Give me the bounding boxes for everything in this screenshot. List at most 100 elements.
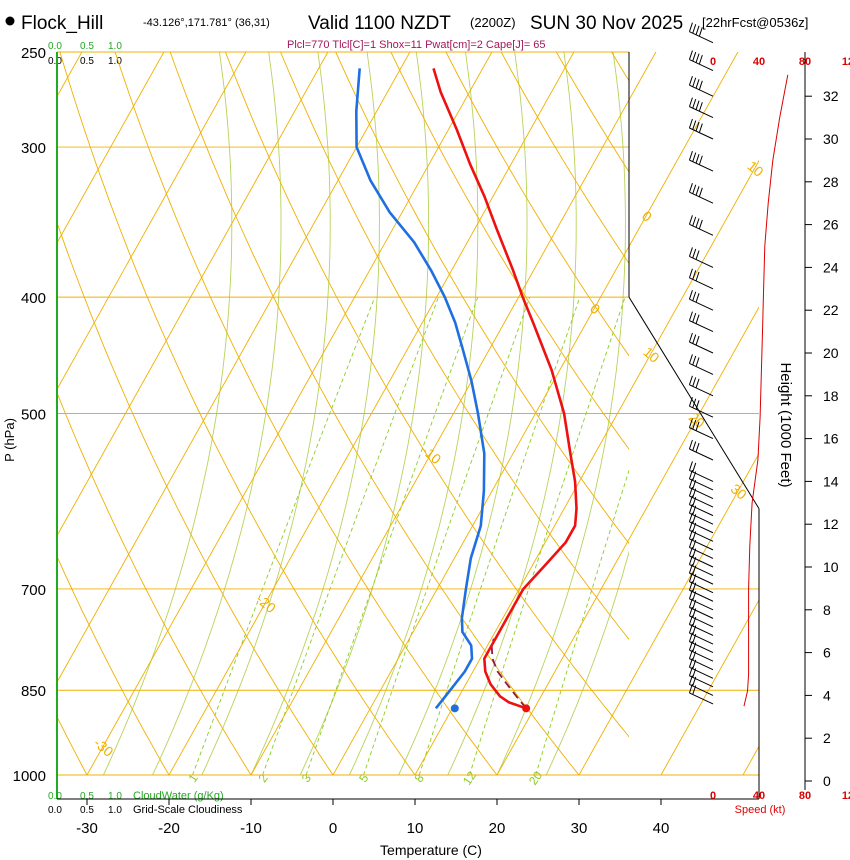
pressure-tick-label: 850 xyxy=(21,683,46,700)
wind-barb-staff xyxy=(689,427,714,440)
wind-barb-feather xyxy=(688,418,693,428)
wind-barb xyxy=(688,247,714,268)
wind-barb-feather xyxy=(688,311,693,321)
wind-barb-staff xyxy=(689,495,714,508)
dry-adiabat-line xyxy=(57,715,88,775)
height-tick-label: 8 xyxy=(823,602,831,618)
cloudwater-tick: 1.0 xyxy=(108,41,122,52)
valid-time: Valid 1100 NZDT xyxy=(308,13,451,34)
skewt-grid xyxy=(57,31,850,801)
height-tick-label: 0 xyxy=(823,773,831,789)
wind-barb-staff xyxy=(689,31,714,44)
cloud-axis-bottom: 0.0 0.5 1.0 CloudWater (g/Kg) 0.0 0.5 1.… xyxy=(48,790,243,816)
wind-barb xyxy=(688,76,714,97)
isotherm-label: -20 xyxy=(253,591,279,616)
pressure-tick-label: 1000 xyxy=(13,768,46,785)
height-tick-label: 12 xyxy=(823,516,839,532)
wind-barb-staff xyxy=(689,448,714,461)
speed-tick-label: 80 xyxy=(799,790,811,802)
height-tick-label: 32 xyxy=(823,88,839,104)
height-tick-label: 22 xyxy=(823,302,839,318)
wind-barb xyxy=(688,50,714,71)
wind-barb-feather xyxy=(695,271,700,282)
isotherm-line xyxy=(414,159,759,775)
wind-barb-feather xyxy=(698,187,703,197)
wind-barb-staff xyxy=(689,641,714,654)
isotherm-label: 10 xyxy=(744,158,766,180)
wind-barb-feather xyxy=(692,377,697,387)
wind-barb-feather xyxy=(698,54,703,65)
cloudwater-tick: 0.5 xyxy=(80,41,94,52)
wind-barb-staff xyxy=(689,106,714,119)
wind-barb-feather xyxy=(695,400,700,410)
isotherm-line xyxy=(86,52,493,775)
wind-barb-staff xyxy=(689,59,714,71)
mixing-ratio-line xyxy=(418,296,581,775)
valid-date: SUN 30 Nov 2025 xyxy=(530,13,683,34)
wind-barb-feather xyxy=(692,419,697,430)
isotherm-line xyxy=(57,52,329,537)
dry-adiabat-line xyxy=(114,52,498,775)
speed-tick-label: 0 xyxy=(710,56,716,68)
wind-barb-feather xyxy=(692,120,697,130)
wind-barb xyxy=(688,332,714,354)
pressure-tick-label: 500 xyxy=(21,407,46,424)
wind-barb-staff xyxy=(689,504,714,517)
wind-barb-feather xyxy=(688,268,693,278)
wind-barb-feather xyxy=(695,53,700,63)
wind-barb-feather xyxy=(692,77,697,87)
wind-barb xyxy=(688,354,714,375)
moist-adiabat-line xyxy=(201,52,331,775)
wind-barb-feather xyxy=(695,25,700,35)
wind-barb-staff xyxy=(689,564,714,577)
height-tick-label: 2 xyxy=(823,730,831,746)
wind-barb-staff xyxy=(689,478,714,491)
sounding-params: Plcl=770 Tlcl[C]=1 Shox=11 Pwat[cm]=2 Ca… xyxy=(287,39,546,51)
mixing-ratio-line xyxy=(363,296,531,775)
cloudiness-tick: 1.0 xyxy=(108,56,122,67)
wind-barb-feather xyxy=(695,442,700,453)
wind-barb-feather xyxy=(695,378,700,389)
pressure-tick-label: 250 xyxy=(21,45,46,62)
valid-utc: (2200Z) xyxy=(470,15,516,30)
cloudiness-tick: 1.0 xyxy=(108,805,122,816)
wind-barb-feather xyxy=(688,461,693,471)
dry-adiabat-line xyxy=(224,52,629,738)
isotherm-line xyxy=(250,52,657,775)
wind-barb-staff xyxy=(689,632,714,645)
wind-barb-feather xyxy=(688,76,693,86)
pressure-tick-label: 300 xyxy=(21,140,46,157)
wind-barb xyxy=(688,150,714,172)
wind-barb-staff xyxy=(689,512,714,525)
speed-tick-label: 80 xyxy=(799,56,811,68)
wind-barb-feather xyxy=(695,121,700,132)
wind-barb-feather xyxy=(688,397,693,407)
dry-adiabat-line xyxy=(390,52,629,450)
wind-barb-staff xyxy=(689,546,714,559)
wind-barb xyxy=(688,268,714,290)
dry-adiabat-line xyxy=(57,391,252,775)
station-coords: -43.126°,171.781° (36,31) xyxy=(143,17,270,29)
cloudiness-tick: 0.5 xyxy=(80,805,94,816)
temperature-axis: -30 -20 -10 0 10 20 30 40 xyxy=(76,799,669,837)
wind-barb-feather xyxy=(692,98,697,109)
isotherm-label: 0 xyxy=(639,208,655,225)
height-tick-label: 24 xyxy=(823,259,839,275)
wind-barb-staff xyxy=(689,521,714,534)
wind-barb-feather xyxy=(688,332,693,343)
dry-adiabat-line xyxy=(653,31,850,801)
isotherm-line xyxy=(578,452,759,775)
wind-barb-feather xyxy=(692,334,697,344)
wind-barb xyxy=(688,439,714,461)
cloudiness-tick: 0.0 xyxy=(48,56,62,67)
wind-barb-staff xyxy=(689,277,714,290)
forecast-hour: [22hrFcst@0536z] xyxy=(702,15,808,30)
moist-adiabat-line xyxy=(250,52,380,775)
temperature-tick-label: 30 xyxy=(571,820,588,837)
isotherm-line xyxy=(660,599,759,775)
dry-adiabat-line xyxy=(280,52,629,641)
wind-barb-feather xyxy=(688,290,693,300)
wind-barb-staff xyxy=(689,159,714,172)
wind-barb-feather xyxy=(695,335,700,346)
